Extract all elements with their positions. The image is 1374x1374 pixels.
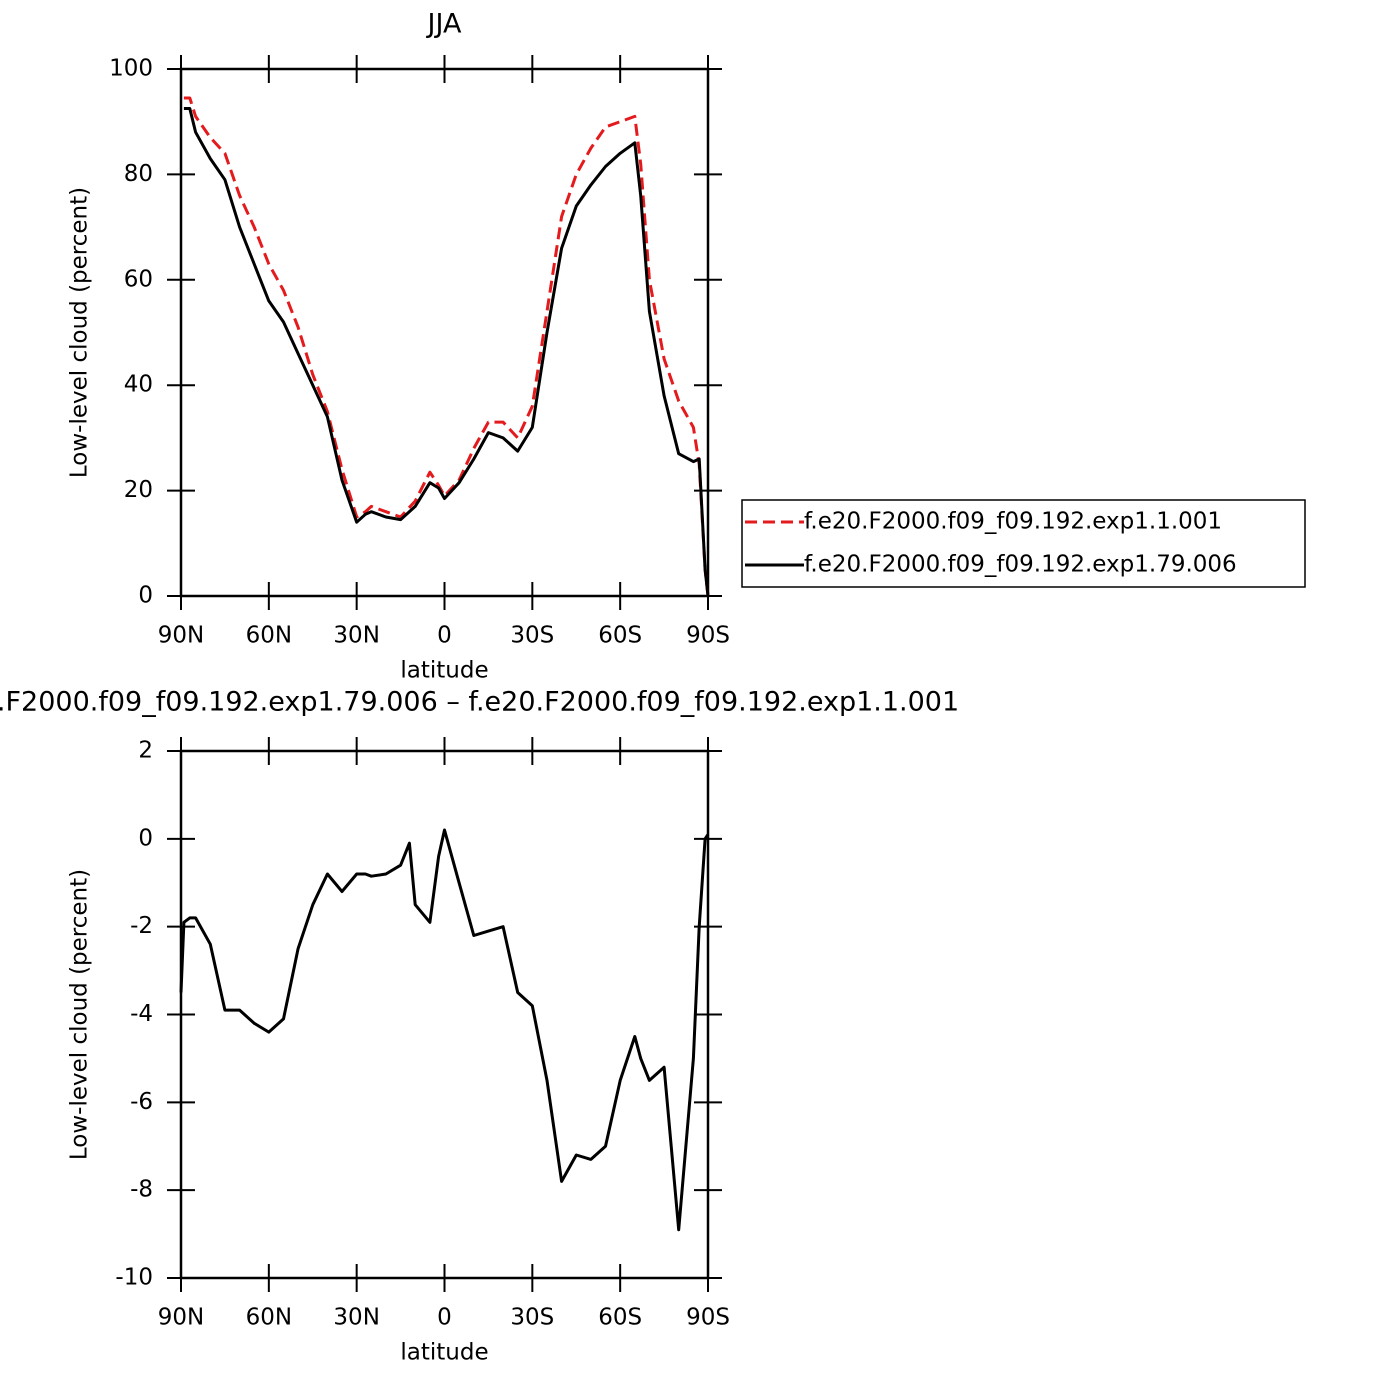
chart-title: f.e20.F2000.f09_f09.192.exp1.79.006 – f.… <box>0 687 959 718</box>
x-tick-label: 90S <box>686 1305 730 1331</box>
x-tick-label: 90N <box>158 623 204 649</box>
y-axis-label: Low-level cloud (percent) <box>67 869 93 1160</box>
data-line <box>183 107 710 597</box>
x-tick-label: 0 <box>437 623 452 649</box>
y-tick-label: 100 <box>109 56 153 82</box>
y-tick-label: 20 <box>124 477 153 503</box>
x-axis-label: latitude <box>400 1340 488 1366</box>
x-tick-label: 30N <box>333 1305 379 1331</box>
x-tick-label: 60N <box>246 623 292 649</box>
x-tick-label: 30N <box>333 623 379 649</box>
y-tick-label: 2 <box>138 738 153 764</box>
data-line <box>179 828 710 1232</box>
chart-title: JJA <box>426 9 462 40</box>
y-tick-label: -4 <box>130 1001 153 1027</box>
y-tick-label: 40 <box>124 372 153 398</box>
x-tick-label: 0 <box>437 1305 452 1331</box>
y-tick-label: -2 <box>130 913 153 939</box>
y-tick-label: -6 <box>130 1089 153 1115</box>
data-line <box>183 96 710 597</box>
x-tick-label: 60S <box>598 623 642 649</box>
legend-frame <box>741 499 1306 588</box>
legend-label: f.e20.F2000.f09_f09.192.exp1.79.006 <box>804 552 1237 578</box>
y-tick-label: -10 <box>115 1265 153 1291</box>
x-tick-label: 30S <box>510 623 554 649</box>
x-axis-label: latitude <box>400 658 488 684</box>
y-tick-label: -8 <box>130 1177 153 1203</box>
y-tick-label: 60 <box>124 266 153 292</box>
y-tick-label: 80 <box>124 161 153 187</box>
y-axis-label: Low-level cloud (percent) <box>67 187 93 478</box>
legend-label: f.e20.F2000.f09_f09.192.exp1.1.001 <box>804 509 1222 535</box>
x-tick-label: 90N <box>158 1305 204 1331</box>
x-tick-label: 60N <box>246 1305 292 1331</box>
x-tick-label: 90S <box>686 623 730 649</box>
x-tick-label: 30S <box>510 1305 554 1331</box>
y-tick-label: 0 <box>138 825 153 851</box>
x-tick-label: 60S <box>598 1305 642 1331</box>
y-tick-label: 0 <box>138 583 153 609</box>
